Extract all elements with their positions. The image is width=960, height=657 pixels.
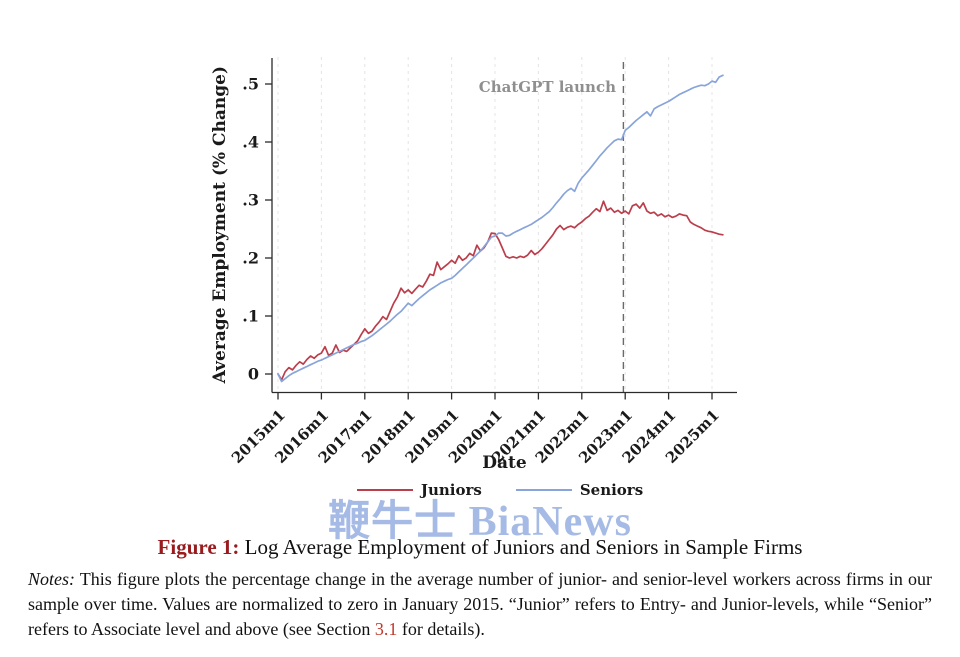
- y-tick-label: .1: [242, 307, 259, 326]
- chatgpt-launch-label: ChatGPT launch: [478, 78, 616, 96]
- legend-label-juniors: Juniors: [420, 481, 482, 499]
- series-line-juniors: [277, 200, 724, 381]
- notes-body-1: This figure plots the percentage change …: [28, 569, 932, 639]
- line-chart: 0.1.2.3.4.52015m12016m12017m12018m12019m…: [228, 57, 737, 467]
- seniors-line-swatch: [515, 489, 572, 491]
- chart-legend: Juniors Seniors: [240, 481, 760, 499]
- figure-notes: Notes: This figure plots the percentage …: [28, 567, 932, 641]
- y-axis-title-wrap: Average Employment (% Change): [202, 57, 238, 393]
- juniors-line-swatch: [356, 489, 413, 491]
- y-axis-title: Average Employment (% Change): [210, 66, 230, 384]
- gridlines: [277, 57, 713, 393]
- figure-caption-text: Log Average Employment of Juniors and Se…: [239, 535, 803, 559]
- y-axis-ticks: 0 .1 .2 .3 .4 .5: [242, 75, 272, 384]
- y-tick-label: .3: [242, 191, 259, 210]
- watermark-bianews: 鞭牛士 BiaNews: [328, 499, 632, 545]
- legend-label-seniors: Seniors: [579, 481, 644, 499]
- section-3-1-link[interactable]: 3.1: [374, 618, 398, 639]
- y-tick-label: .5: [242, 75, 259, 94]
- y-tick-label: .2: [242, 249, 259, 268]
- legend-item-juniors: Juniors: [356, 481, 482, 499]
- y-tick-label: 0: [248, 365, 259, 384]
- notes-body-2: for details).: [397, 618, 485, 639]
- axes: [271, 58, 737, 394]
- series-line-seniors: [277, 74, 724, 383]
- y-tick-label: .4: [242, 133, 259, 152]
- legend-item-seniors: Seniors: [515, 481, 644, 499]
- x-axis-title: Date: [482, 453, 527, 473]
- figure-caption-label: Figure 1:: [157, 535, 240, 559]
- figure-caption: Figure 1: Log Average Employment of Juni…: [0, 535, 960, 560]
- notes-label: Notes:: [28, 569, 75, 589]
